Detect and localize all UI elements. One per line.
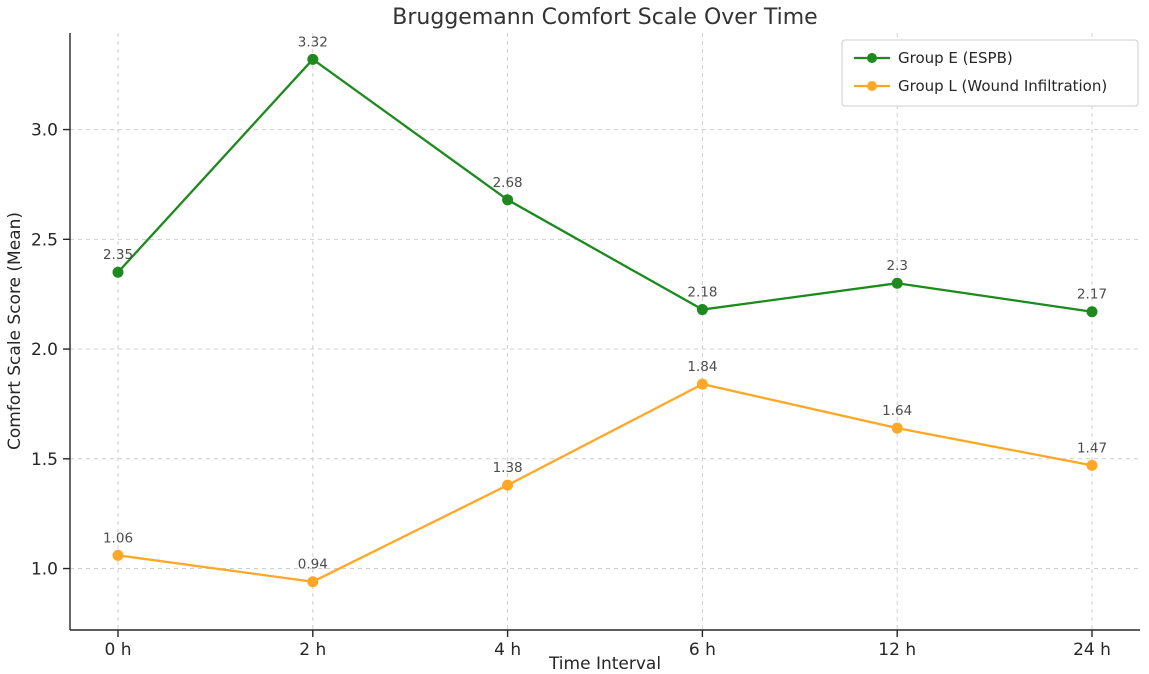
legend-swatch-marker	[867, 81, 877, 91]
y-tick-label: 1.0	[31, 560, 58, 580]
data-point-marker	[891, 422, 903, 434]
x-tick-label: 0 h	[105, 640, 132, 660]
data-point-marker	[696, 378, 708, 390]
data-point-marker	[112, 549, 124, 561]
plot-area: 1.0 1.5 2.0 2.5 3.0 0 h 2 h 4 h 6 h 12 h 24 h 2.35 3…	[31, 33, 1140, 660]
y-tick-label: 2.0	[31, 340, 58, 360]
y-tick-label: 1.5	[31, 450, 58, 470]
legend: Group E (ESPB) Group L (Wound Infiltratio…	[841, 39, 1139, 107]
data-point-label: 3.32	[298, 34, 328, 50]
x-tick-label: 2 h	[299, 640, 326, 660]
x-tick-label: 6 h	[689, 640, 716, 660]
data-point-label: 2.68	[493, 175, 523, 191]
data-point-marker	[307, 53, 319, 65]
axes: 1.0 1.5 2.0 2.5 3.0 0 h 2 h 4 h 6 h 12 h 24 h	[31, 33, 1140, 660]
chart-title: Bruggemann Comfort Scale Over Time	[392, 5, 817, 30]
data-point-label: 2.3	[886, 258, 907, 274]
legend-entry: Group E (ESPB)	[854, 49, 1013, 67]
data-point-label: 1.47	[1077, 440, 1107, 456]
x-tick-label: 4 h	[494, 640, 521, 660]
x-tick-label: 24 h	[1073, 640, 1111, 660]
data-point-label: 2.35	[103, 247, 133, 263]
y-tick-label: 3.0	[31, 121, 58, 141]
data-point-marker	[502, 194, 514, 206]
data-point-marker	[696, 304, 708, 316]
data-point-label: 0.94	[298, 557, 328, 573]
series-line	[116, 383, 1094, 583]
data-point-label: 2.18	[687, 285, 717, 301]
legend-entry: Group L (Wound Infiltration)	[854, 77, 1107, 95]
data-point-marker	[891, 277, 903, 289]
legend-box	[841, 39, 1139, 107]
series-group-e: 2.35 3.32 2.68 2.18 2.3 2.17	[103, 34, 1107, 318]
data-point-marker	[502, 479, 514, 491]
grid-lines	[70, 33, 1140, 630]
data-point-label: 1.84	[687, 359, 717, 375]
data-point-marker	[307, 576, 319, 588]
series-line	[116, 58, 1094, 313]
legend-swatch-marker	[867, 53, 877, 63]
data-point-label: 1.06	[103, 530, 133, 546]
data-point-marker	[112, 266, 124, 278]
data-point-marker	[1086, 306, 1098, 318]
x-axis-label: Time Interval	[548, 654, 661, 674]
data-point-label: 2.17	[1077, 287, 1107, 303]
data-point-marker	[1086, 459, 1098, 471]
data-point-label: 1.64	[882, 403, 912, 419]
data-point-label: 1.38	[493, 460, 523, 476]
y-tick-label: 2.5	[31, 230, 58, 250]
y-axis-label: Comfort Scale Score (Mean)	[5, 212, 25, 450]
x-tick-label: 12 h	[878, 640, 916, 660]
legend-label: Group E (ESPB)	[898, 49, 1013, 67]
legend-label: Group L (Wound Infiltration)	[898, 77, 1107, 95]
series-group-l: 1.06 0.94 1.38 1.84 1.64 1.47	[103, 359, 1107, 588]
